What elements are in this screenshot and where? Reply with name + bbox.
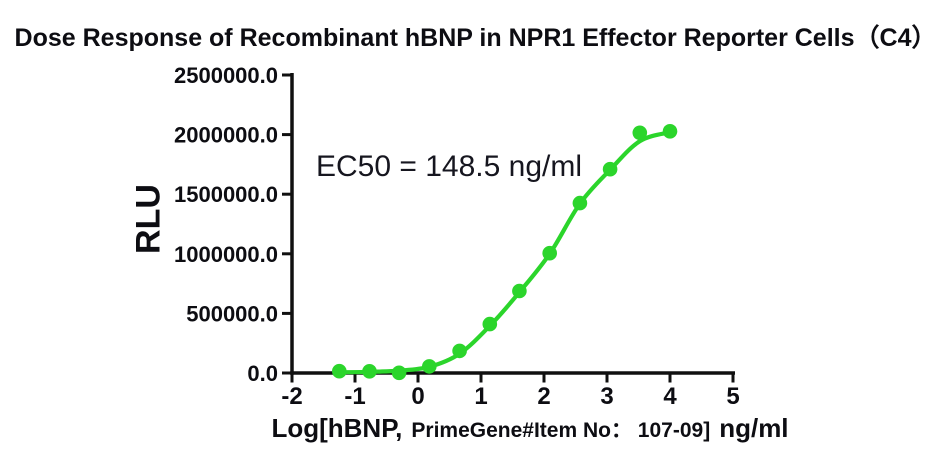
data-point	[362, 364, 377, 379]
data-point	[572, 195, 588, 211]
x-axis-title: Log[hBNP, PrimeGene#Item No： 107-09] ng/…	[250, 413, 810, 444]
y-tick-label: 1000000.0	[174, 242, 278, 267]
ec50-annotation: EC50 = 148.5 ng/ml	[316, 150, 583, 183]
x-tick-label: 3	[600, 383, 613, 410]
x-axis-title-part3: ng/ml	[719, 413, 789, 443]
data-point	[602, 161, 618, 177]
data-point	[542, 245, 557, 261]
data-point	[662, 124, 678, 139]
data-point	[452, 343, 467, 359]
x-tick-label: 2	[537, 383, 550, 410]
x-axis-title-part1: Log[hBNP,	[271, 413, 403, 443]
data-point	[332, 363, 347, 379]
x-tick-label: 4	[663, 383, 677, 410]
data-point	[632, 125, 648, 141]
x-tick-label: 0	[411, 383, 424, 410]
y-tick-label: 1500000.0	[174, 182, 278, 207]
x-tick-label: 1	[474, 383, 487, 410]
x-tick-label: -2	[281, 383, 302, 410]
data-point	[422, 359, 437, 374]
x-axis-title-part2: PrimeGene#Item No： 107-09]	[411, 419, 711, 442]
y-tick-label: 2000000.0	[174, 123, 278, 148]
data-point	[512, 283, 527, 299]
x-tick-label: -1	[344, 383, 365, 410]
chart-title: Dose Response of Recombinant hBNP in NPR…	[14, 24, 937, 52]
y-tick-label: 2500000.0	[174, 63, 278, 88]
y-tick-label: 500000.0	[186, 301, 278, 326]
x-tick-label: 5	[726, 383, 739, 410]
y-tick-label: 0.0	[247, 361, 278, 386]
data-point	[482, 316, 498, 332]
y-axis-title: RLU	[129, 184, 168, 254]
data-point	[391, 365, 407, 381]
